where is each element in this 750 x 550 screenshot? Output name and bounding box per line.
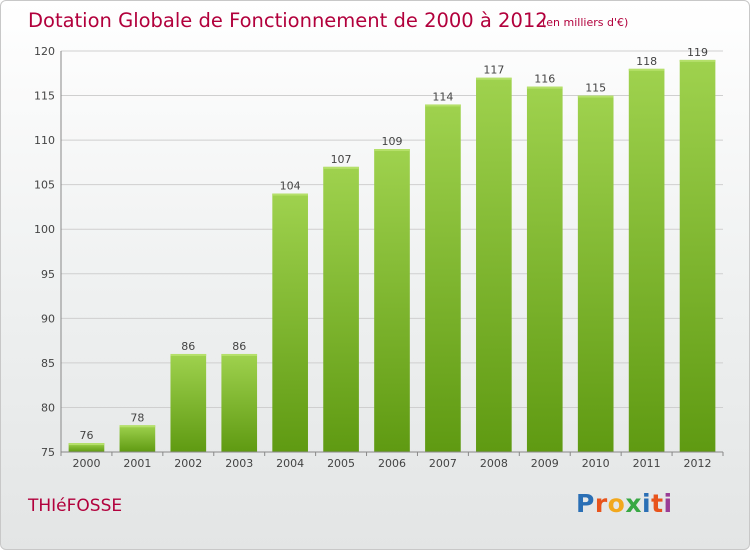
bar-highlight-2011 xyxy=(628,68,665,71)
bar-highlight-2008 xyxy=(476,77,512,80)
y-tick-label: 120 xyxy=(34,45,55,58)
value-label-2008: 117 xyxy=(483,64,504,77)
bar-highlight-2007 xyxy=(425,104,461,107)
bar-2008 xyxy=(476,77,512,452)
chart-title: Dotation Globale de Fonctionnement de 20… xyxy=(28,9,548,32)
x-tick-label: 2012 xyxy=(684,457,712,470)
value-label-2007: 114 xyxy=(432,90,453,103)
x-tick-label: 2010 xyxy=(582,457,610,470)
y-tick-label: 75 xyxy=(41,446,55,459)
y-tick-label: 115 xyxy=(34,90,55,103)
bar-highlight-2004 xyxy=(272,193,308,196)
logo-letter: i xyxy=(642,489,652,518)
bar-highlight-2009 xyxy=(526,86,563,89)
logo-letter: i xyxy=(663,489,673,518)
bar-highlight-2002 xyxy=(170,353,207,356)
bar-2000 xyxy=(68,443,105,452)
y-tick-label: 110 xyxy=(34,134,55,147)
bar-highlight-2012 xyxy=(679,59,716,62)
y-tick-label: 105 xyxy=(34,179,55,192)
value-label-2000: 76 xyxy=(79,429,93,442)
bar-2003 xyxy=(221,353,258,452)
x-tick-label: 2007 xyxy=(429,457,457,470)
bar-2007 xyxy=(425,104,461,452)
value-label-2011: 118 xyxy=(636,55,657,68)
x-tick-label: 2006 xyxy=(378,457,406,470)
y-tick-label: 85 xyxy=(41,357,55,370)
x-tick-label: 2011 xyxy=(633,457,661,470)
x-tick-label: 2005 xyxy=(327,457,355,470)
value-label-2004: 104 xyxy=(280,180,301,193)
x-tick-label: 2008 xyxy=(480,457,508,470)
logo-letter: o xyxy=(607,489,626,518)
bar-2011 xyxy=(628,68,665,453)
value-label-2005: 107 xyxy=(331,153,352,166)
value-label-2006: 109 xyxy=(382,135,403,148)
bar-2001 xyxy=(119,425,156,452)
x-tick-label: 2002 xyxy=(174,457,202,470)
value-label-2010: 115 xyxy=(585,82,606,95)
bar-2009 xyxy=(526,86,563,453)
logo-letter: x xyxy=(625,489,642,518)
x-tick-label: 2000 xyxy=(72,457,100,470)
y-tick-label: 80 xyxy=(41,401,55,414)
bar-2006 xyxy=(374,149,410,452)
bar-highlight-2001 xyxy=(119,425,156,428)
value-label-2001: 78 xyxy=(130,411,144,424)
bar-2002 xyxy=(170,353,207,452)
logo-letter: P xyxy=(576,489,595,518)
bar-2012 xyxy=(679,59,716,453)
value-label-2002: 86 xyxy=(181,340,195,353)
proxiti-logo[interactable]: Proxiti xyxy=(576,489,673,518)
bar-2010 xyxy=(577,95,614,453)
y-tick-label: 90 xyxy=(41,312,55,325)
y-tick-label: 95 xyxy=(41,268,55,281)
commune-name: THIéFOSSE xyxy=(28,496,123,516)
x-tick-label: 2009 xyxy=(531,457,559,470)
value-label-2012: 119 xyxy=(687,46,708,59)
value-label-2009: 116 xyxy=(534,73,555,86)
x-tick-label: 2004 xyxy=(276,457,304,470)
bar-2005 xyxy=(323,166,359,452)
bar-highlight-2010 xyxy=(577,95,614,98)
logo-letter: r xyxy=(594,489,608,518)
y-tick-label: 100 xyxy=(34,223,55,236)
bar-highlight-2005 xyxy=(323,166,359,169)
bar-highlight-2006 xyxy=(374,149,410,152)
x-tick-label: 2003 xyxy=(225,457,253,470)
bar-2004 xyxy=(272,193,308,453)
bar-highlight-2000 xyxy=(68,443,105,446)
logo-letter: t xyxy=(651,489,664,518)
chart-subtitle: (en milliers d'€) xyxy=(542,16,629,29)
x-tick-label: 2001 xyxy=(123,457,151,470)
value-label-2003: 86 xyxy=(232,340,246,353)
bar-highlight-2003 xyxy=(221,353,258,356)
